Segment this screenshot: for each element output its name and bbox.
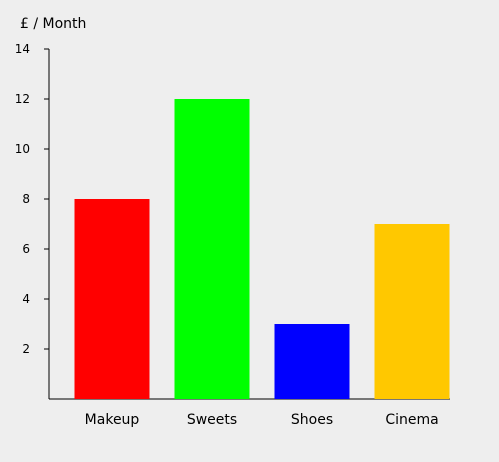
bar-cinema (374, 224, 450, 399)
category-label-makeup: Makeup (85, 412, 140, 428)
bars (74, 99, 450, 399)
bar-makeup (74, 199, 150, 399)
category-labels: Makeup Sweets Shoes Cinema (85, 412, 439, 428)
y-tick-label: 12 (15, 92, 30, 106)
y-axis-unit-label: £ / Month (20, 16, 86, 32)
y-tick-label: 2 (22, 342, 30, 356)
category-label-cinema: Cinema (385, 412, 438, 428)
category-label-sweets: Sweets (187, 412, 237, 428)
y-tick-label: 8 (22, 192, 30, 206)
y-axis-ticks: 2 4 6 8 10 12 14 (15, 42, 49, 356)
y-tick-label: 14 (15, 42, 30, 56)
bar-shoes (274, 324, 350, 399)
bar-sweets (174, 99, 250, 399)
y-tick-label: 4 (22, 292, 30, 306)
y-tick-label: 10 (15, 142, 30, 156)
category-label-shoes: Shoes (291, 412, 333, 428)
y-tick-label: 6 (22, 242, 30, 256)
